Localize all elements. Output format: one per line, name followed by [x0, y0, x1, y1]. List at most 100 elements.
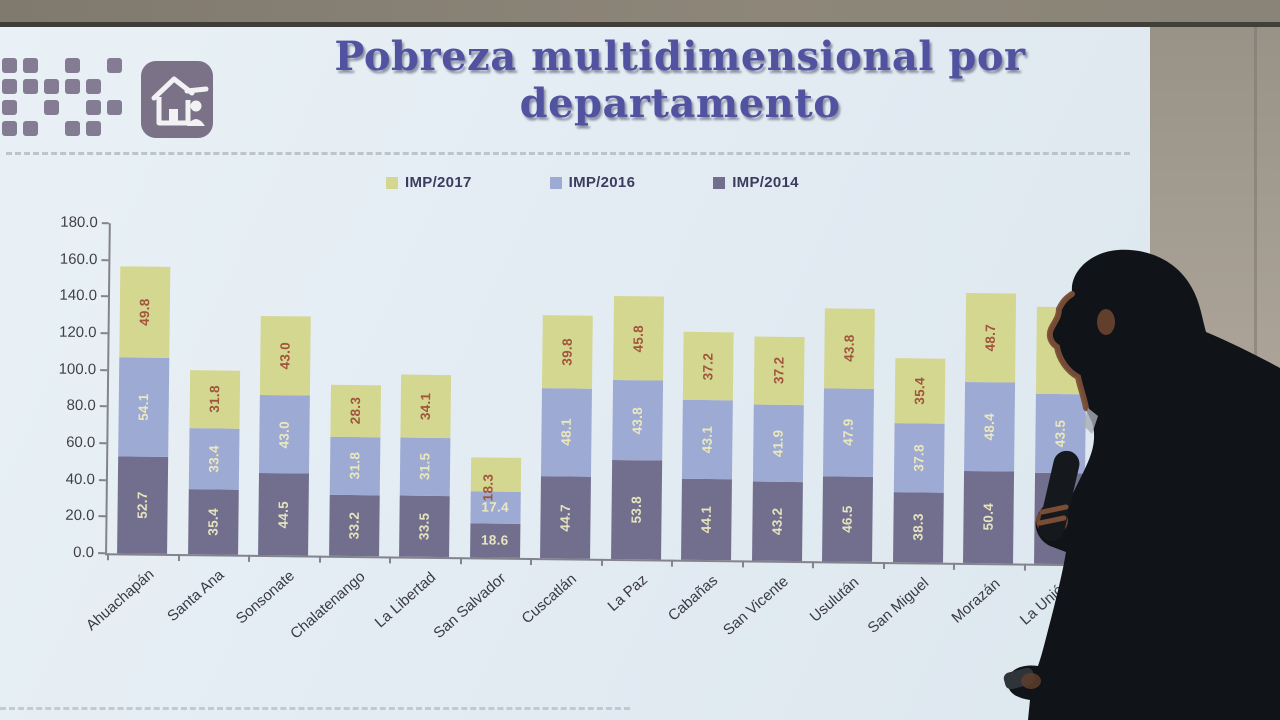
projected-slide: Pobreza multidimensional por departament… [0, 27, 1196, 720]
x-axis-tick [529, 558, 533, 566]
x-axis-tick [177, 554, 180, 562]
x-axis-tick [459, 557, 462, 565]
bar-value-label: 43.0 [276, 420, 293, 449]
bar-value-label: 35.4 [205, 508, 221, 536]
x-axis-category-label: La Unión [1017, 576, 1074, 629]
chart-plot-area: 52.7 54.1 49.8 35.4 33.4 31.8 44.5 43.0 43.0 33.2… [105, 223, 1103, 572]
bar-segment-imp-2017 [1035, 307, 1087, 394]
bar-segment-imp-2017: 37.2 [753, 336, 805, 406]
x-axis-tick [811, 561, 815, 569]
bar-value-label: 28.3 [347, 397, 363, 425]
bar-segment-imp-2017: 49.8 [119, 266, 171, 359]
bar-segment-imp-2017: 28.3 [329, 384, 381, 438]
bar-value-label: 18.3 [480, 473, 496, 502]
bar-value-label: 33.5 [416, 512, 433, 540]
x-axis-category-label: Chalatenango [287, 568, 369, 643]
bar-segment-imp-2014: 50.4 [963, 470, 1015, 564]
x-axis-category-label: Santa Ana [164, 566, 228, 625]
bar-la-libertad: 33.5 31.5 34.1 [399, 374, 452, 558]
x-axis-tick [388, 556, 392, 564]
x-axis-category-label: Usulután [806, 573, 863, 626]
bar-value-label: 17.4 [481, 499, 509, 516]
legend-item-imp2014: IMP/2014 [713, 174, 799, 191]
bar-value-label: 31.5 [417, 452, 433, 481]
bar-ahuachapán: 52.7 54.1 49.8 [117, 266, 171, 554]
bar-segment-imp-2016: 47.9 [822, 388, 874, 477]
y-axis-tick [101, 222, 109, 225]
bar-value-label: 44.7 [557, 503, 574, 532]
bar-segment-imp-2014: 53.8 [610, 460, 662, 560]
bar-segment-imp-2016: 43.0 [258, 394, 310, 474]
y-axis-tick-label: 40.0 [65, 470, 96, 488]
bar-value-label: 44.1 [698, 505, 715, 534]
bar-value-label: 39.8 [559, 338, 576, 366]
y-axis-tick [101, 258, 109, 261]
mosaic-square [23, 58, 38, 73]
x-axis-tick [1023, 563, 1026, 571]
bar-segment-imp-2017: 43.8 [823, 307, 875, 389]
legend-item-imp2016: IMP/2016 [549, 174, 636, 191]
bar-segment-imp-2017: 31.8 [189, 369, 240, 429]
bar-segment-imp-2016: 43.5 [1034, 393, 1086, 474]
slide-footer-divider [0, 707, 630, 710]
stacked-bar-chart: 52.7 54.1 49.8 35.4 33.4 31.8 44.5 43.0 43.0 33.2… [0, 195, 1167, 678]
legend-item-imp2017: IMP/2017 [386, 174, 472, 191]
bar-value-label: 43.2 [769, 507, 785, 536]
y-axis-tick-label: 60.0 [66, 433, 96, 452]
bar-segment-imp-2017: 35.4 [894, 357, 945, 424]
y-axis-tick-label: 20.0 [65, 507, 95, 525]
x-axis-category-label: Morazán [948, 575, 1004, 627]
bar-segment-imp-2014: 43.2 [751, 481, 803, 562]
bar-value-label: 43.0 [277, 341, 293, 370]
bar-santa-ana: 35.4 33.4 31.8 [187, 369, 240, 555]
wall [1150, 27, 1280, 720]
bar-segment-imp-2017: 48.7 [965, 292, 1017, 383]
mosaic-square [86, 79, 101, 94]
bar-value-label: 54.1 [136, 393, 152, 422]
x-axis-tick [600, 558, 603, 566]
y-axis-tick-label: 80.0 [66, 397, 96, 415]
x-axis-category-label: San Vicente [719, 572, 792, 639]
legend-label-imp2014: IMP/2014 [732, 174, 799, 191]
mosaic-square [107, 58, 122, 73]
slide-title-line1: Pobreza multidimensional por [334, 33, 1026, 80]
bar-segment-imp-2017: 37.2 [682, 331, 734, 401]
bar-sonsonate: 44.5 43.0 43.0 [258, 315, 311, 556]
x-axis-category-label: La Paz [604, 571, 651, 615]
bar-value-label: 37.2 [771, 356, 787, 385]
x-axis-category-label: San Miguel [865, 574, 933, 637]
bar-value-label: 35.4 [911, 376, 928, 405]
bar-value-label: 47.9 [840, 418, 857, 447]
bar-value-label: 48.4 [981, 412, 998, 441]
x-axis-tick [741, 560, 744, 568]
mosaic-square [65, 79, 80, 94]
bar-value-label: 48.1 [558, 418, 575, 447]
mosaic-square [44, 100, 59, 115]
bar-segment-imp-2014: 33.2 [328, 494, 380, 557]
bar-value-label: 48.7 [982, 323, 999, 352]
bar-value-label: 38.3 [910, 513, 926, 542]
y-axis-tick-label: 180.0 [60, 213, 98, 232]
bar-value-label: 41.9 [770, 429, 786, 458]
x-axis-category-label: Cuscatlán [518, 570, 581, 628]
bar-value-label: 43.5 [1052, 419, 1068, 448]
slide-title: Pobreza multidimensional por departament… [170, 33, 1190, 127]
bar-cuscatlán: 44.7 48.1 39.8 [540, 315, 593, 559]
slide-title-line2: departamento [519, 80, 841, 128]
x-axis-category-label: La Libertad [371, 568, 440, 632]
x-axis-tick [670, 559, 674, 567]
mosaic-square [65, 121, 80, 136]
bar-segment-imp-2014 [1033, 472, 1085, 565]
bar-segment-imp-2014: 18.6 [469, 523, 520, 558]
y-axis-tick [100, 295, 108, 298]
bar-la-unión: 43.5 [1033, 307, 1087, 565]
bar-segment-imp-2017: 45.8 [612, 296, 664, 381]
chart-legend: IMP/2017 IMP/2016 IMP/2014 [386, 174, 799, 191]
mosaic-square [107, 100, 122, 115]
bar-value-label: 34.1 [418, 392, 434, 421]
x-axis-tick [1093, 564, 1097, 572]
bar-segment-imp-2014: 38.3 [892, 491, 944, 563]
wall-corner-line [1254, 27, 1257, 407]
y-axis-tick [99, 405, 107, 408]
